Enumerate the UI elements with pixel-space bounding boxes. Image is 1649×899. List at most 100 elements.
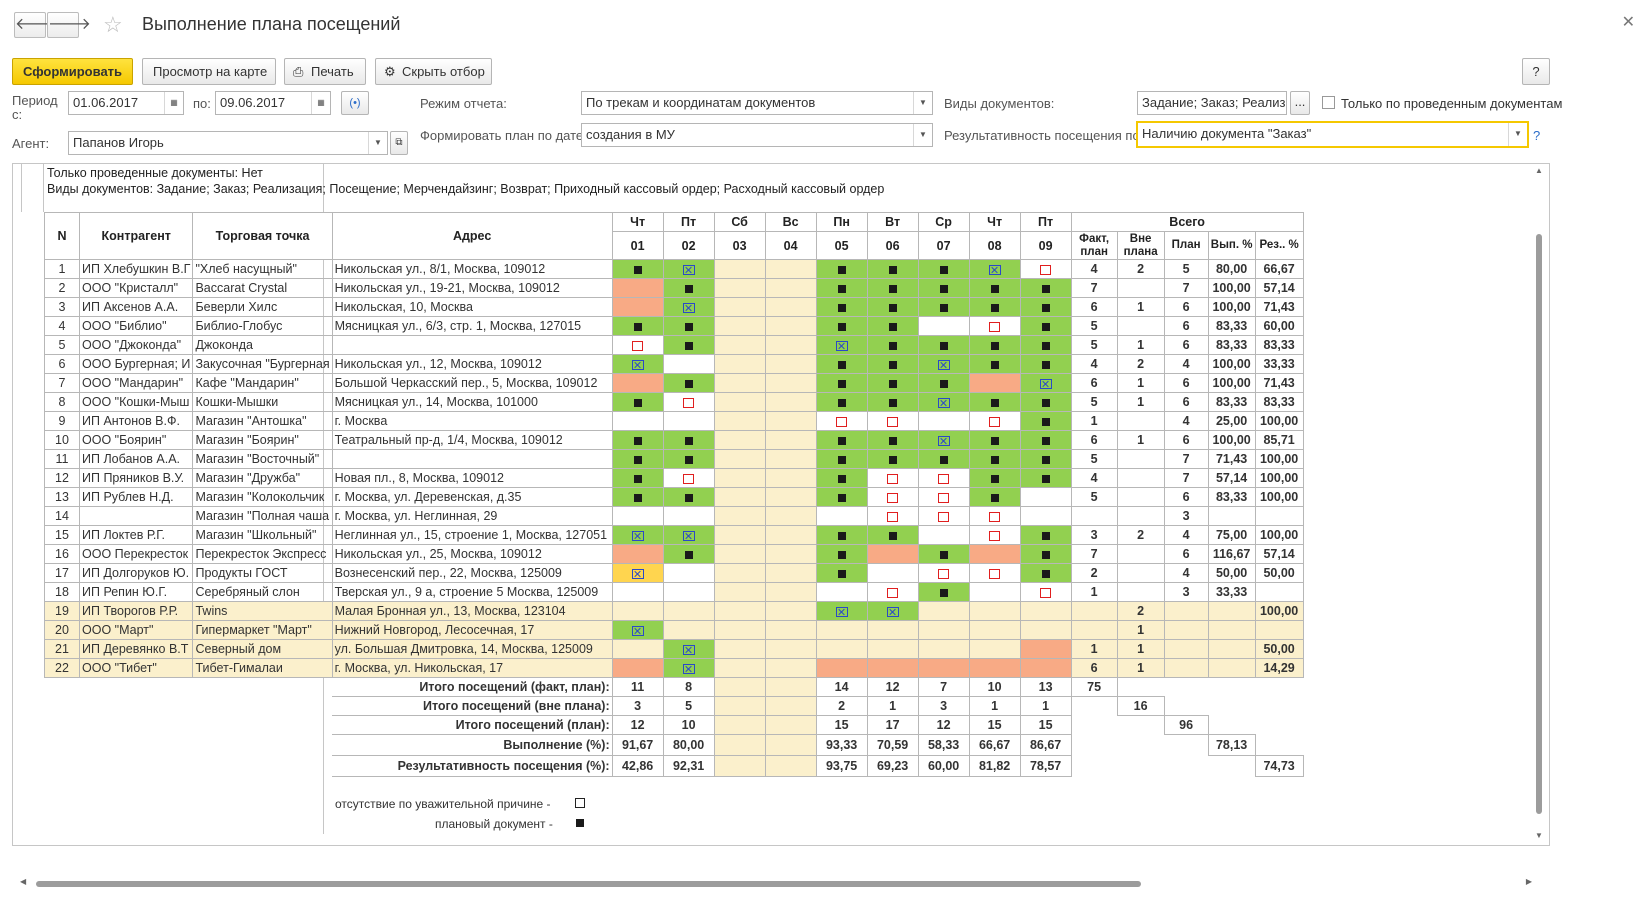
visit-cell[interactable] — [764, 506, 817, 526]
visit-cell[interactable] — [611, 278, 664, 298]
visit-cell[interactable] — [1019, 411, 1072, 431]
visit-cell[interactable] — [662, 544, 715, 564]
visit-cell[interactable] — [713, 582, 766, 602]
visit-cell[interactable] — [968, 582, 1021, 602]
visit-cell[interactable] — [917, 430, 970, 450]
favorite-star-icon[interactable]: ☆ — [103, 12, 123, 37]
visit-cell[interactable] — [917, 259, 970, 279]
doc-types-field[interactable]: Задание; Заказ; Реализа — [1137, 91, 1287, 115]
visit-cell[interactable] — [764, 639, 817, 659]
visit-cell[interactable] — [968, 658, 1021, 678]
visit-cell[interactable] — [968, 316, 1021, 336]
visit-cell[interactable] — [662, 373, 715, 393]
visit-cell[interactable] — [1019, 601, 1072, 621]
visit-cell[interactable] — [662, 430, 715, 450]
visit-cell[interactable] — [917, 506, 970, 526]
visit-cell[interactable] — [713, 278, 766, 298]
generate-button[interactable]: Сформировать — [12, 58, 133, 85]
visit-cell[interactable] — [866, 259, 919, 279]
visit-cell[interactable] — [917, 468, 970, 488]
visit-cell[interactable] — [917, 297, 970, 317]
hide-filter-button[interactable]: ⚙ Скрыть отбор — [375, 58, 492, 85]
visit-cell[interactable] — [764, 430, 817, 450]
only-posted-checkbox[interactable] — [1322, 96, 1335, 109]
visit-cell[interactable] — [968, 525, 1021, 545]
visit-cell[interactable] — [764, 658, 817, 678]
chevron-down-icon[interactable]: ▼ — [1508, 123, 1527, 146]
horizontal-scrollbar[interactable]: ◀ ▶ — [20, 877, 1532, 887]
visit-cell[interactable] — [713, 373, 766, 393]
visit-cell[interactable] — [866, 487, 919, 507]
doc-types-select-button[interactable]: ... — [1290, 91, 1310, 115]
visit-cell[interactable] — [1019, 506, 1072, 526]
visit-cell[interactable] — [611, 582, 664, 602]
visit-cell[interactable] — [611, 430, 664, 450]
visit-cell[interactable] — [611, 354, 664, 374]
visit-cell[interactable] — [866, 639, 919, 659]
visit-cell[interactable] — [1019, 430, 1072, 450]
visit-cell[interactable] — [866, 506, 919, 526]
visit-cell[interactable] — [611, 297, 664, 317]
visit-cell[interactable] — [1019, 335, 1072, 355]
visit-cell[interactable] — [815, 278, 868, 298]
visit-cell[interactable] — [611, 563, 664, 583]
visit-cell[interactable] — [917, 278, 970, 298]
visit-cell[interactable] — [611, 506, 664, 526]
visit-cell[interactable] — [866, 430, 919, 450]
visit-cell[interactable] — [713, 544, 766, 564]
plan-date-select[interactable]: создания в МУ ▼ — [581, 123, 933, 147]
visit-cell[interactable] — [1019, 354, 1072, 374]
visit-cell[interactable] — [713, 316, 766, 336]
visit-cell[interactable] — [866, 335, 919, 355]
visit-cell[interactable] — [917, 411, 970, 431]
visit-cell[interactable] — [764, 525, 817, 545]
visit-cell[interactable] — [866, 601, 919, 621]
table-row[interactable]: 6 ООО Бургерная; И Закусочная "Бургерная Ни… — [44, 354, 1304, 374]
visit-cell[interactable] — [866, 278, 919, 298]
visit-cell[interactable] — [917, 487, 970, 507]
effectiveness-help-icon[interactable]: ? — [1533, 128, 1541, 143]
back-button[interactable]: 🡐 — [14, 12, 58, 38]
visit-cell[interactable] — [713, 506, 766, 526]
visit-cell[interactable] — [968, 335, 1021, 355]
visit-cell[interactable] — [1019, 487, 1072, 507]
agent-field[interactable]: Папанов Игорь ▼ — [68, 131, 388, 155]
help-button[interactable]: ? — [1522, 58, 1550, 85]
visit-cell[interactable] — [866, 354, 919, 374]
visit-cell[interactable] — [662, 259, 715, 279]
visit-cell[interactable] — [662, 525, 715, 545]
visit-cell[interactable] — [662, 468, 715, 488]
visit-cell[interactable] — [866, 316, 919, 336]
visit-cell[interactable] — [815, 658, 868, 678]
visit-cell[interactable] — [1019, 544, 1072, 564]
visit-cell[interactable] — [662, 582, 715, 602]
visit-cell[interactable] — [968, 601, 1021, 621]
visit-cell[interactable] — [815, 544, 868, 564]
visit-cell[interactable] — [917, 354, 970, 374]
visit-cell[interactable] — [611, 525, 664, 545]
visit-cell[interactable] — [713, 449, 766, 469]
visit-cell[interactable] — [917, 525, 970, 545]
visit-cell[interactable] — [713, 658, 766, 678]
visit-cell[interactable] — [1019, 392, 1072, 412]
visit-cell[interactable] — [815, 392, 868, 412]
visit-cell[interactable] — [815, 316, 868, 336]
visit-cell[interactable] — [866, 620, 919, 640]
visit-cell[interactable] — [815, 601, 868, 621]
visit-cell[interactable] — [764, 297, 817, 317]
visit-cell[interactable] — [815, 430, 868, 450]
visit-cell[interactable] — [968, 563, 1021, 583]
visit-cell[interactable] — [1019, 449, 1072, 469]
map-view-button[interactable]: Просмотр на карте — [142, 58, 276, 85]
visit-cell[interactable] — [713, 563, 766, 583]
visit-cell[interactable] — [662, 487, 715, 507]
visit-cell[interactable] — [611, 639, 664, 659]
visit-cell[interactable] — [815, 468, 868, 488]
table-row[interactable]: 4 ООО "Библио" Библио-Глобус Мясницкая ул.,… — [44, 316, 1304, 336]
visit-cell[interactable] — [917, 316, 970, 336]
visit-cell[interactable] — [713, 354, 766, 374]
visit-cell[interactable] — [815, 335, 868, 355]
table-row[interactable]: 10 ООО "Боярин" Магазин "Боярин" Театральны… — [44, 430, 1304, 450]
visit-cell[interactable] — [968, 354, 1021, 374]
visit-cell[interactable] — [764, 582, 817, 602]
